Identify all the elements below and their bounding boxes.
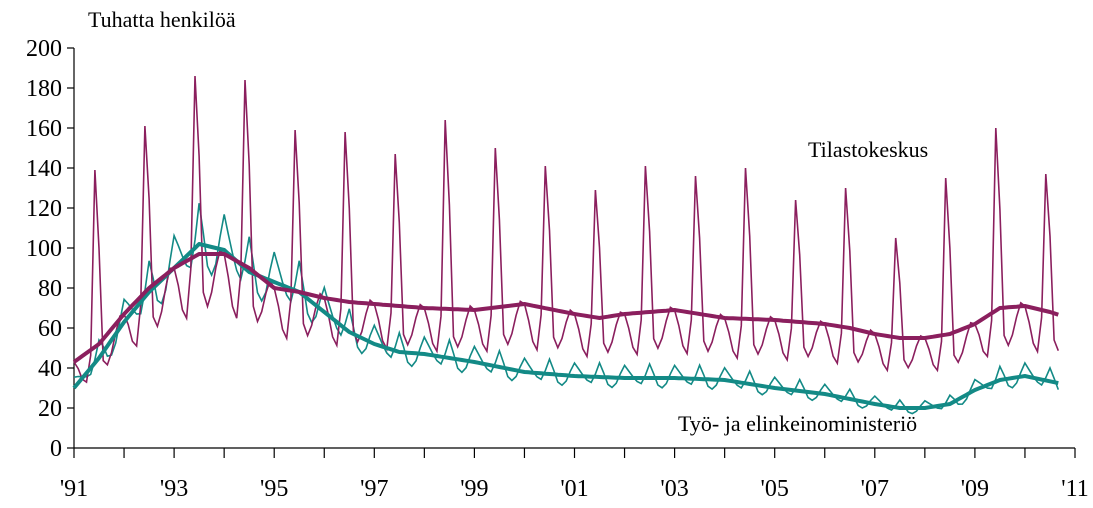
y-tick-label: 60 [38,316,62,342]
x-tick-label: '91 [60,476,88,502]
x-tick-label: '93 [160,476,188,502]
tem-trend-line [72,242,1059,410]
x-tick-label: '03 [660,476,688,502]
y-tick-label: 200 [26,36,62,62]
y-tick-label: 20 [38,396,62,422]
series-labels: Tilastokeskus Työ- ja elinkeinoministeriö [678,137,928,436]
series-lines [72,75,1060,415]
y-tick-label: 120 [26,196,62,222]
x-tick-label: '11 [1061,476,1088,502]
y-tick-label: 0 [50,436,62,462]
x-tick-label: '99 [460,476,488,502]
tem-series-label: Työ- ja elinkeinoministeriö [678,411,917,436]
x-axis-ticks: '91 '93 '95 '97 '99 '01 '03 '05 '07 '09 '11 [60,448,1089,502]
y-tick-label: 180 [26,76,62,102]
tilastokeskus-trend-line [72,252,1059,364]
tem-monthly-line [73,203,1060,415]
y-tick-label: 80 [38,276,62,302]
tilastokeskus-monthly-line [73,75,1060,384]
y-tick-label: 100 [26,236,62,262]
y-axis-unit-label: Tuhatta henkilöä [88,7,236,32]
x-tick-label: '07 [861,476,889,502]
y-tick-label: 160 [26,116,62,142]
y-tick-label: 140 [26,156,62,182]
x-tick-label: '01 [560,476,588,502]
x-tick-label: '95 [260,476,288,502]
tilastokeskus-series-label: Tilastokeskus [808,137,928,162]
x-tick-label: '09 [961,476,989,502]
x-tick-label: '05 [761,476,789,502]
y-axis-ticks: 0 20 40 60 80 100 120 140 160 180 200 [26,36,74,462]
x-tick-label: '97 [360,476,388,502]
y-tick-label: 40 [38,356,62,382]
